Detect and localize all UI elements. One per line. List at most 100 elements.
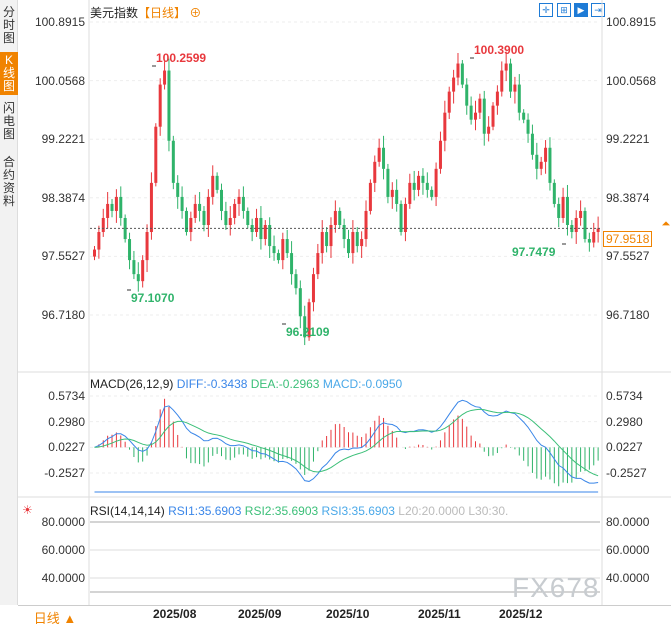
macd-diff-line — [94, 399, 599, 484]
candle-body — [136, 274, 140, 282]
candle-body — [364, 210, 368, 240]
settings-sun-icon[interactable]: ☀ — [22, 503, 33, 517]
candle-body — [355, 232, 359, 247]
sidebar: 分时图 K线图 闪电图 合约资料 — [0, 0, 18, 605]
candle-body — [456, 63, 460, 78]
circle-plus-icon[interactable]: ⊕ — [186, 6, 202, 20]
candle-body — [412, 182, 416, 190]
candle-body — [504, 63, 508, 71]
candle-body — [517, 84, 521, 113]
date-label: 2025/12 — [499, 607, 543, 621]
candle-body — [320, 232, 324, 254]
period-selector[interactable]: 日线 ▲ — [33, 611, 77, 626]
annotation-high1: 100.2599 — [156, 51, 206, 65]
candle-body — [123, 217, 127, 240]
rsi-axis-label: 60.0000 — [606, 543, 650, 557]
candle-body — [93, 249, 96, 257]
candle-body — [184, 210, 188, 233]
candle-body — [268, 224, 272, 247]
instrument-name: 美元指数 — [90, 6, 139, 20]
candle-body — [224, 210, 228, 225]
candle-body — [333, 210, 337, 225]
candle-body — [465, 84, 469, 106]
candle-body — [522, 112, 526, 120]
candle-body — [487, 126, 491, 134]
rsi2: RSI2:35.6903 — [244, 504, 319, 518]
candle-body — [530, 133, 534, 155]
candle-body — [403, 203, 407, 233]
candle-body — [596, 228, 600, 233]
rsi-legend: RSI(14,14,14) RSI1:35.6903 RSI2:35.6903 … — [90, 504, 508, 518]
candle-body — [430, 189, 434, 197]
candle-body — [592, 232, 596, 243]
macd-diff: DIFF:-0.3438 — [176, 377, 248, 391]
price-axis-label: 100.0568 — [606, 73, 657, 88]
candle-body — [460, 63, 464, 85]
candle-body — [285, 239, 289, 254]
footer-bar — [18, 605, 671, 625]
tab-flash[interactable]: 闪电图 — [2, 101, 15, 141]
tab-contract-info[interactable]: 合约资料 — [2, 155, 15, 208]
candle-body — [347, 239, 350, 254]
candle-body — [189, 217, 193, 233]
tab-kline[interactable]: K线图 — [0, 52, 18, 95]
candle-body — [513, 84, 517, 92]
candle-body — [390, 189, 394, 197]
candle-body — [342, 224, 346, 240]
macd-dea-line — [94, 408, 599, 477]
candle-body — [263, 224, 267, 240]
candle-body — [101, 217, 105, 233]
candle-body — [438, 140, 442, 169]
macd-dea: DEA:-0.2963 — [250, 377, 320, 391]
macd-axis-label: -0.2527 — [606, 466, 647, 480]
candle-body — [276, 253, 280, 261]
crosshair-icon[interactable]: ✛ — [539, 3, 553, 17]
tab-timeshare[interactable]: 分时图 — [2, 5, 15, 45]
annotation-low3: 97.7479 — [512, 245, 556, 259]
macd-axis-label: 0.2980 — [606, 414, 643, 429]
macd-axis-label: 0.0227 — [48, 440, 85, 455]
candle-body — [417, 175, 421, 190]
scroll-end-icon[interactable]: ⇥ — [591, 3, 605, 17]
fit-icon[interactable]: ⊞ — [557, 3, 571, 17]
rsi-axis-label: 80.0000 — [606, 515, 650, 529]
rsi3: RSI3:35.6903 — [321, 504, 395, 518]
price-axis-label: 97.5527 — [41, 249, 85, 264]
macd-legend: MACD(26,12,9) DIFF:-0.3438 DEA:-0.2963 M… — [90, 377, 402, 391]
candle-body — [294, 274, 298, 289]
candle-body — [206, 196, 210, 225]
candle-body — [167, 70, 171, 141]
candle-body — [114, 196, 118, 211]
candle-body — [535, 154, 539, 169]
candle-body — [272, 246, 276, 254]
candle-body — [246, 210, 250, 225]
candle-body — [351, 232, 355, 254]
price-axis-label: 97.5527 — [606, 249, 650, 264]
candle-body — [447, 91, 451, 113]
candle-body — [303, 316, 307, 338]
rsi-axis-label: 60.0000 — [41, 543, 85, 557]
candle-body — [408, 182, 412, 204]
candle-body — [281, 239, 285, 261]
candle-body — [395, 189, 399, 204]
macd-axis-label: 0.5734 — [48, 389, 85, 403]
candle-body — [141, 260, 145, 282]
candle-body — [382, 147, 386, 169]
candle-body — [579, 210, 583, 218]
play-icon[interactable]: ▶ — [574, 3, 588, 17]
candle-body — [552, 182, 556, 204]
candle-body — [290, 253, 294, 275]
candle-body — [434, 168, 438, 197]
candle-body — [425, 182, 429, 190]
candle-body — [539, 161, 543, 169]
candle-body — [316, 253, 320, 275]
chart-canvas[interactable]: 100.2599 100.3900 97.1070 96.2109 97.7479 — [0, 0, 671, 605]
rsi-axis-label: 80.0000 — [41, 515, 85, 529]
candle-body — [338, 210, 342, 225]
candle-body — [548, 147, 552, 183]
rsi-axis-label: 40.0000 — [606, 571, 650, 585]
current-price-label: 97.9518 — [603, 231, 653, 247]
candle-body — [198, 203, 202, 211]
candle-body — [110, 203, 114, 211]
rsi-label: RSI(14,14,14) — [90, 504, 165, 518]
